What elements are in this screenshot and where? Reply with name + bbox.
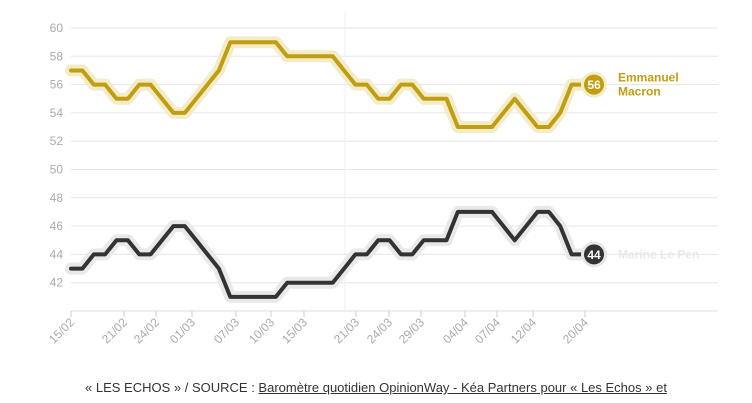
x-tick-label: 29/03: [396, 315, 427, 346]
x-tick-label: 21/02: [99, 315, 130, 346]
y-tick-label: 58: [50, 49, 64, 63]
x-tick-label: 04/04: [440, 315, 471, 346]
y-tick-label: 50: [50, 163, 64, 177]
series-label: Marine Le Pen: [618, 247, 699, 261]
gridlines: [71, 12, 718, 312]
y-axis: 42 44 46 48 50 52 54 56 58 60: [50, 21, 64, 290]
y-tick-label: 56: [50, 78, 64, 92]
source-caption: « LES ECHOS » / SOURCE : Baromètre quoti…: [0, 380, 752, 395]
series-label: Emmanuel: [618, 71, 679, 85]
y-tick-label: 44: [50, 247, 64, 261]
x-tick-label: 15/02: [46, 315, 77, 346]
x-tick-label: 24/03: [364, 315, 395, 346]
x-tick-label: 12/04: [508, 315, 539, 346]
x-tick-label: 10/03: [246, 315, 277, 346]
y-tick-label: 60: [50, 21, 64, 35]
end-value-badge: [584, 244, 604, 265]
x-tick-label: 15/03: [279, 315, 310, 346]
x-tick-label: 21/03: [331, 315, 362, 346]
source-link[interactable]: Baromètre quotidien OpinionWay - Kéa Par…: [258, 380, 667, 395]
x-tick-label: 24/02: [131, 315, 162, 346]
y-tick-label: 42: [50, 276, 64, 290]
end-value-badge: [584, 74, 604, 95]
series-label: Macron: [618, 85, 661, 99]
end-value-text: 56: [587, 78, 601, 92]
series-lines: [65, 36, 589, 303]
y-tick-label: 54: [50, 106, 64, 120]
y-tick-label: 52: [50, 134, 64, 148]
series-line-1: [69, 209, 585, 299]
x-tick-label: 07/03: [211, 315, 242, 346]
source-prefix: « LES ECHOS » / SOURCE :: [85, 380, 259, 395]
x-axis: 15/02 21/02 24/02 01/03 07/03 10/03 15/03 21/03…: [46, 311, 591, 346]
x-tick-label: 07/04: [472, 315, 503, 346]
series-line-0: [69, 40, 585, 129]
end-value-text: 44: [587, 248, 601, 262]
y-tick-label: 48: [50, 191, 64, 205]
y-tick-label: 46: [50, 219, 64, 233]
x-tick-label: 20/04: [560, 315, 591, 346]
x-tick-label: 01/03: [167, 315, 198, 346]
line-chart: 42 44 46 48 50 52 54 56 58 60 15/02 21/02 24/02 01/0…: [46, 12, 718, 346]
